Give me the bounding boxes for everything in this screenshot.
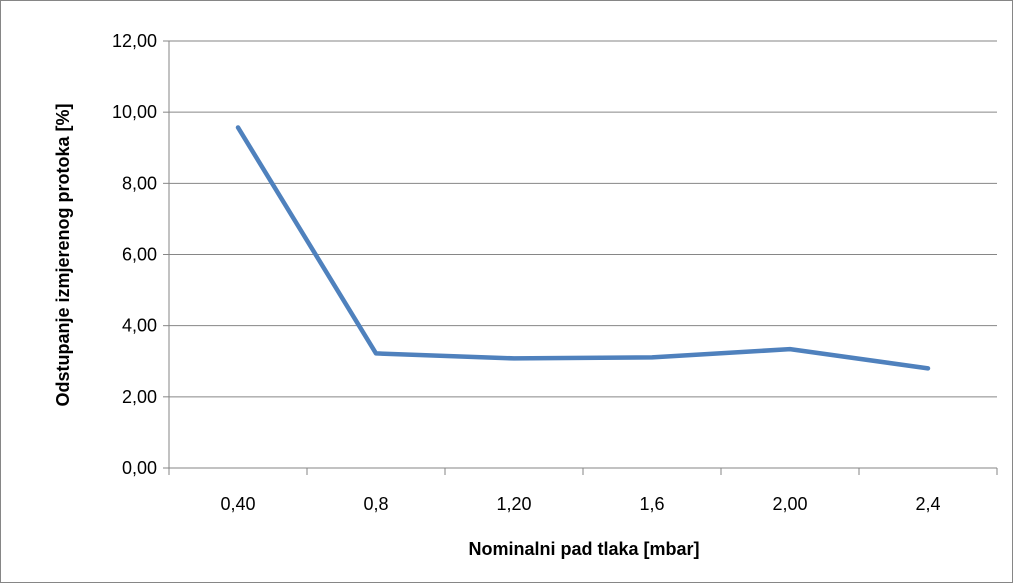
axes	[163, 40, 998, 475]
x-axis-title: Nominalni pad tlaka [mbar]	[468, 539, 699, 559]
y-tick-label: 4,00	[122, 316, 157, 336]
x-tick-label: 1,6	[639, 494, 664, 514]
y-tick-label: 6,00	[122, 245, 157, 265]
x-tick-label: 2,00	[772, 494, 807, 514]
series-lines	[235, 125, 931, 371]
y-tick-label: 8,00	[122, 173, 157, 193]
y-axis-title: Odstupanje izmjerenog protoka [%]	[53, 103, 73, 406]
x-tick-label: 0,40	[220, 494, 255, 514]
y-tick-label: 12,00	[112, 31, 157, 51]
x-tick-label: 0,8	[363, 494, 388, 514]
y-tick-label: 2,00	[122, 387, 157, 407]
series-line	[235, 125, 931, 371]
tick-labels: 0,00 2,00 4,00 6,00 8,00 10,00 12,00 0,40 0,8 1,2…	[112, 31, 941, 514]
x-tick-label: 2,4	[915, 494, 940, 514]
y-tick-label: 0,00	[122, 458, 157, 478]
y-tick-label: 10,00	[112, 102, 157, 122]
x-tick-label: 1,20	[496, 494, 531, 514]
gridlines	[169, 40, 997, 398]
